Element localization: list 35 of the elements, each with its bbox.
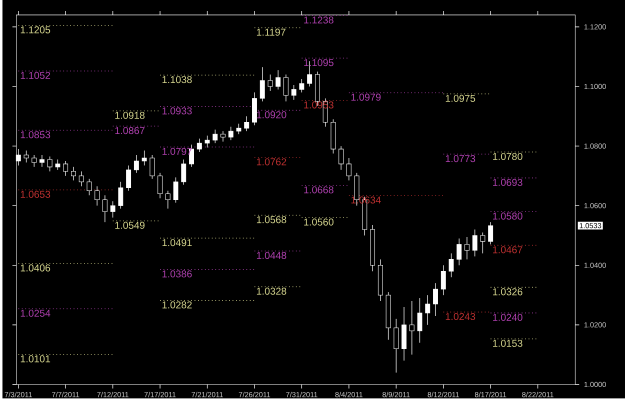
annotation: 1.0328 <box>256 288 286 295</box>
annotation: 1.0560 <box>304 218 334 226</box>
annotation: 1.1238 <box>304 16 334 24</box>
annotation: 1.0975 <box>446 95 476 102</box>
annotation: 1.0693 <box>493 179 522 186</box>
annotation: 1.0918 <box>115 112 145 120</box>
annotation: 1.1038 <box>162 76 192 84</box>
annotation: 1.0668 <box>304 186 334 194</box>
annotation: 1.0153 <box>493 340 522 348</box>
annotation: 1.0979 <box>351 94 381 101</box>
annotation: 1.0243 <box>446 313 476 320</box>
annotation: 1.0406 <box>20 264 50 272</box>
annotation: 1.1197 <box>256 28 286 36</box>
annotation: 1.1205 <box>20 26 50 34</box>
annotation: 1.0867 <box>115 127 144 134</box>
annotation: 1.0448 <box>256 252 286 260</box>
annotation: 1.0653 <box>20 190 50 198</box>
annotation: 1.0853 <box>20 131 50 138</box>
annotation: 1.0326 <box>493 288 522 296</box>
annotation: 1.0491 <box>162 239 192 246</box>
annotation: 1.0282 <box>162 302 192 309</box>
annotation: 1.0933 <box>162 108 192 115</box>
annotation: 1.0467 <box>493 246 522 254</box>
annotation: 1.1052 <box>20 72 50 80</box>
annotation: 1.0580 <box>493 212 522 220</box>
annotation: 1.0920 <box>256 111 286 118</box>
annotation: 1.0254 <box>20 310 50 317</box>
annotation: 1.0773 <box>446 155 476 162</box>
annotation: 1.0762 <box>256 158 286 166</box>
annotation: 1.0549 <box>115 222 145 230</box>
annotation: 1.0568 <box>256 216 286 224</box>
annotation: 1.0386 <box>162 270 192 278</box>
annotation: 1.0240 <box>493 314 522 322</box>
annotation: 1.0780 <box>493 153 522 160</box>
annotation: 1.0101 <box>20 356 50 363</box>
